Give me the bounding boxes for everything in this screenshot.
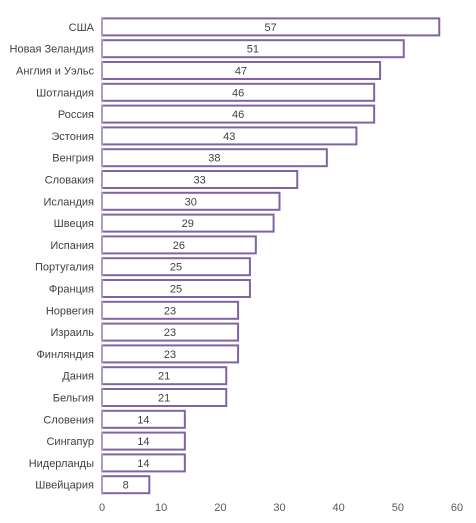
category-label: Сингапур <box>46 436 94 448</box>
data-label: 21 <box>158 393 170 405</box>
x-tick-label: 40 <box>333 502 345 514</box>
category-label: Словакия <box>45 175 94 187</box>
category-label: Португалия <box>35 262 94 274</box>
category-label: Исландия <box>43 196 94 208</box>
data-label: 23 <box>164 327 176 339</box>
data-label: 25 <box>170 284 182 296</box>
data-label: 21 <box>158 371 170 383</box>
category-label: Испания <box>50 240 94 252</box>
category-label: Финляндия <box>36 349 94 361</box>
category-label: Швейцария <box>35 480 94 492</box>
category-label: Норвегия <box>46 305 94 317</box>
data-label: 14 <box>137 436 149 448</box>
x-tick-label: 30 <box>273 502 285 514</box>
category-label: Франция <box>49 284 94 296</box>
category-label: США <box>69 22 95 34</box>
x-tick-label: 20 <box>214 502 226 514</box>
category-label: Словения <box>43 414 94 426</box>
x-tick-label: 10 <box>155 502 167 514</box>
category-label: Венгрия <box>52 153 94 165</box>
data-label: 46 <box>232 109 244 121</box>
data-label: 23 <box>164 305 176 317</box>
category-label: Англия и Уэльс <box>16 66 94 78</box>
category-label: Нидерланды <box>29 458 94 470</box>
category-label: Шотландия <box>36 87 94 99</box>
data-label: 57 <box>265 22 277 34</box>
x-axis-ticks: 0 10 20 30 40 50 60 <box>99 502 463 514</box>
data-label: 30 <box>185 196 197 208</box>
data-label: 43 <box>223 131 235 143</box>
data-label: 14 <box>137 458 149 470</box>
data-label: 51 <box>247 44 259 56</box>
data-label: 33 <box>194 175 206 187</box>
data-label: 29 <box>182 218 194 230</box>
category-labels: США Новая Зеландия Англия и Уэльс Шотландия… <box>10 22 95 492</box>
data-label: 14 <box>137 414 149 426</box>
category-label: Израиль <box>51 327 95 339</box>
data-label: 8 <box>123 480 129 492</box>
data-label: 25 <box>170 262 182 274</box>
x-tick-label: 0 <box>99 502 105 514</box>
category-label: Россия <box>58 109 94 121</box>
category-label: Дания <box>62 371 94 383</box>
bars-group <box>101 17 441 495</box>
data-label: 38 <box>208 153 220 165</box>
x-tick-label: 50 <box>392 502 404 514</box>
category-label: Швеция <box>54 218 94 230</box>
data-label: 26 <box>173 240 185 252</box>
category-label: Новая Зеландия <box>10 44 94 56</box>
category-label: Эстония <box>51 131 94 143</box>
x-tick-label: 60 <box>451 502 463 514</box>
data-label: 47 <box>235 66 247 78</box>
data-label: 23 <box>164 349 176 361</box>
category-label: Бельгия <box>53 393 94 405</box>
data-label: 46 <box>232 87 244 99</box>
